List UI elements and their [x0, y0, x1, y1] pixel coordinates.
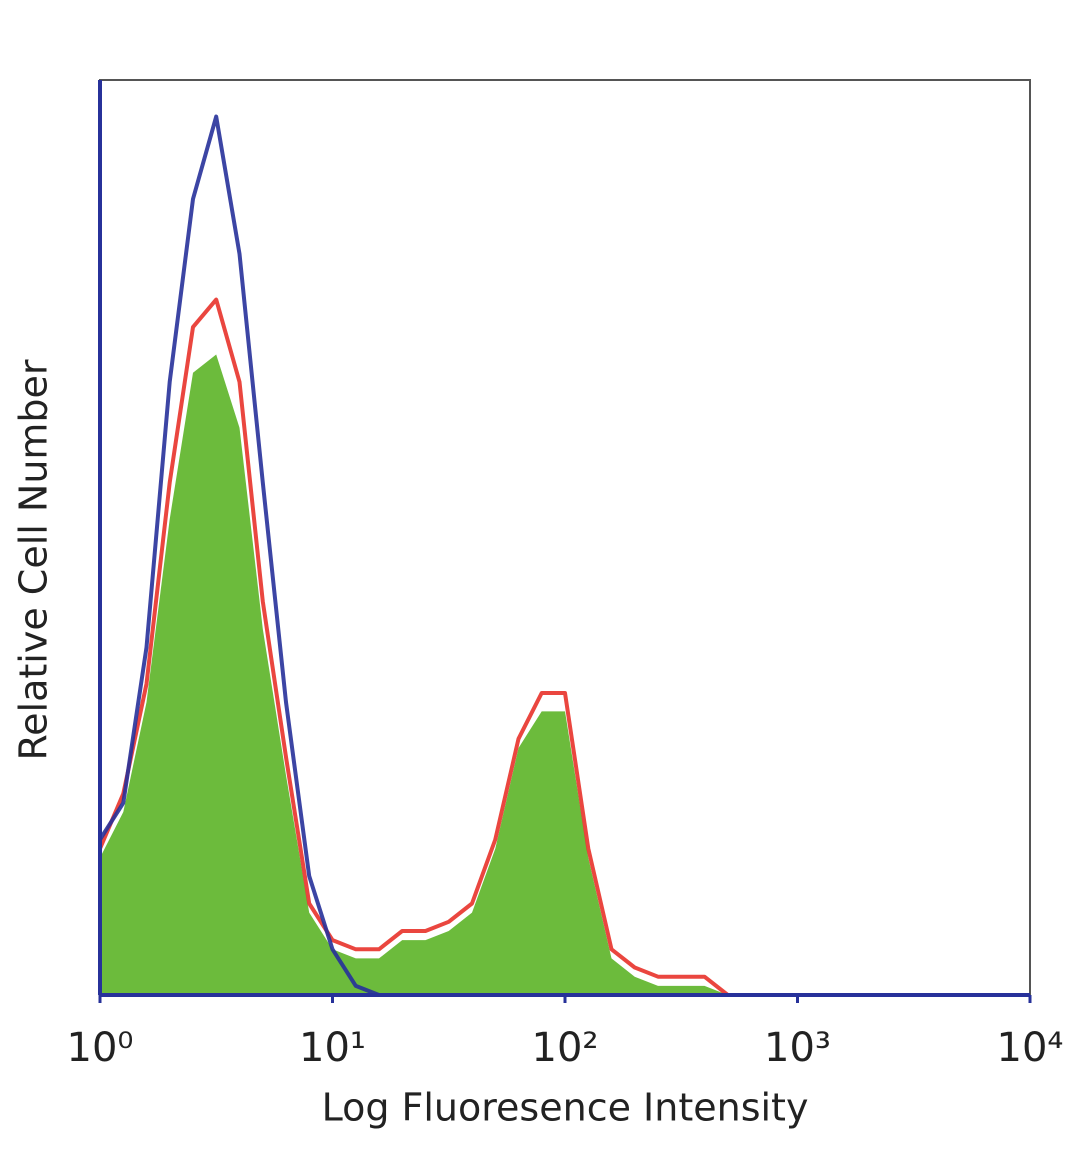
- x-axis-label: Log Fluoresence Intensity: [322, 1086, 809, 1130]
- area: [100, 354, 775, 995]
- y-axis-label: Relative Cell Number: [12, 359, 56, 760]
- x-tick-label: 10¹: [299, 1025, 366, 1071]
- x-tick-label: 10⁴: [997, 1025, 1064, 1071]
- x-tick-label: 10³: [764, 1025, 831, 1071]
- x-tick-label: 10²: [532, 1025, 599, 1071]
- x-tick-label: 10⁰: [67, 1025, 134, 1071]
- line: [98, 297, 775, 997]
